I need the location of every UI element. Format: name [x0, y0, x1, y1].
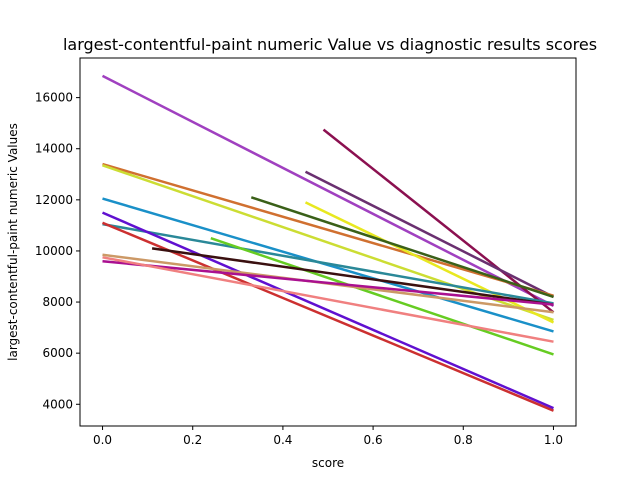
x-tick-label: 0.6	[364, 433, 383, 447]
y-axis-label: largest-contentful-paint numeric Values	[6, 123, 20, 361]
y-axis: 4000 6000 8000 10000 12000 14000 16000	[35, 91, 80, 411]
series-line-6	[304, 201, 555, 324]
y-tick-label: 6000	[42, 346, 73, 360]
series-line-1	[101, 74, 555, 308]
series-line-4	[102, 162, 554, 297]
y-tick-label: 8000	[42, 295, 73, 309]
series-line-15	[102, 259, 554, 306]
y-tick-label: 16000	[35, 91, 73, 105]
series-line-11	[102, 211, 554, 410]
x-axis: 0.0 0.2 0.4 0.6 0.8 1.0	[93, 426, 563, 447]
x-tick-label: 0.8	[454, 433, 473, 447]
series-line-12	[210, 237, 554, 356]
y-tick-label: 12000	[35, 193, 73, 207]
series-line-3	[304, 170, 555, 299]
plot-frame	[79, 57, 577, 427]
y-tick-label: 4000	[42, 397, 73, 411]
y-tick-label: 14000	[35, 142, 73, 156]
series-line-10	[102, 221, 554, 412]
series-line-2	[322, 128, 555, 314]
x-axis-label: score	[312, 456, 344, 470]
series-line-16	[102, 256, 554, 343]
series-layer	[101, 74, 555, 412]
y-tick-label: 10000	[35, 244, 73, 258]
x-tick-label: 0.0	[93, 433, 112, 447]
series-line-8	[102, 197, 554, 333]
series-line-9	[102, 222, 554, 305]
x-tick-label: 0.4	[273, 433, 292, 447]
series-line-7	[250, 196, 554, 299]
x-tick-label: 0.2	[183, 433, 202, 447]
series-line-13	[151, 247, 554, 306]
x-tick-label: 1.0	[544, 433, 563, 447]
chart-title: largest-contentful-paint numeric Value v…	[63, 35, 597, 54]
